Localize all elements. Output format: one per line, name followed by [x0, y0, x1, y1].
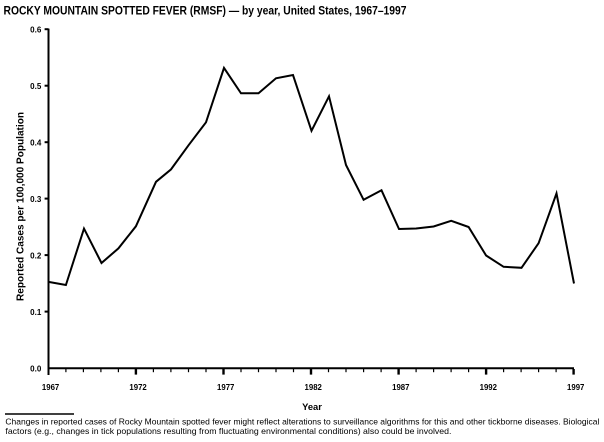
svg-text:Changes in reported cases of R: Changes in reported cases of Rocky Mount…	[5, 416, 599, 426]
svg-text:1982: 1982	[305, 382, 323, 392]
svg-text:0.2: 0.2	[30, 251, 42, 260]
svg-text:0.1: 0.1	[30, 308, 42, 317]
svg-text:0.3: 0.3	[30, 195, 42, 204]
svg-text:1967: 1967	[42, 382, 60, 392]
svg-text:1992: 1992	[480, 382, 498, 392]
svg-text:Year: Year	[302, 401, 322, 412]
svg-text:1972: 1972	[129, 382, 147, 392]
svg-text:1997: 1997	[567, 382, 585, 392]
svg-text:0.4: 0.4	[30, 139, 42, 148]
svg-text:0.6: 0.6	[30, 26, 42, 35]
svg-text:factors (e.g., changes in tick: factors (e.g., changes in tick populatio…	[5, 426, 451, 436]
svg-text:0.0: 0.0	[30, 364, 42, 373]
svg-text:Reported Cases per 100,000 Pop: Reported Cases per 100,000 Population	[15, 112, 27, 301]
svg-text:1987: 1987	[392, 382, 410, 392]
svg-text:0.5: 0.5	[30, 82, 42, 91]
svg-text:ROCKY MOUNTAIN SPOTTED FEVER (: ROCKY MOUNTAIN SPOTTED FEVER (RMSF) — by…	[4, 4, 407, 18]
svg-text:1977: 1977	[217, 382, 235, 392]
